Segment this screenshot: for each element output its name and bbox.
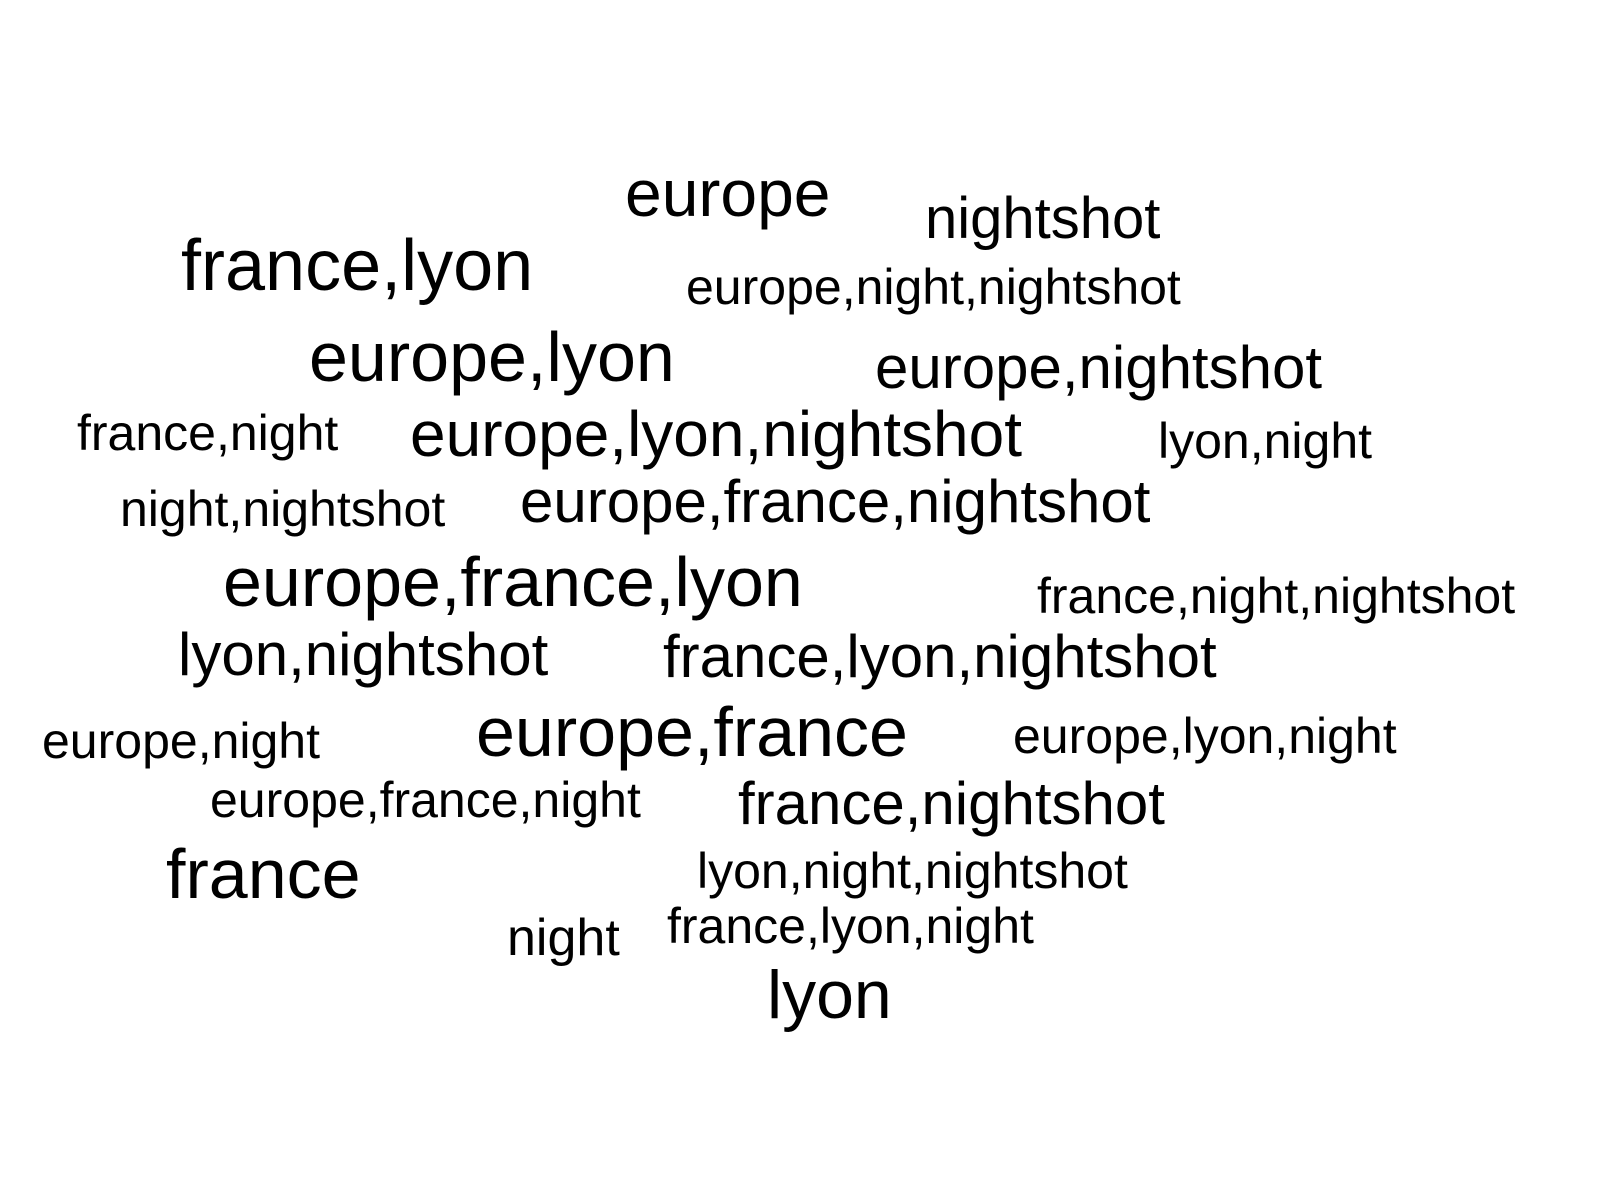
cloud-word: france,lyon,night bbox=[667, 898, 1034, 954]
cloud-word: europe,france,lyon bbox=[223, 543, 803, 621]
cloud-word: lyon,night,nightshot bbox=[697, 843, 1128, 899]
cloud-word: europe bbox=[625, 156, 831, 230]
cloud-word: france,lyon,nightshot bbox=[663, 623, 1217, 690]
cloud-word: europe,lyon,nightshot bbox=[410, 398, 1022, 470]
cloud-word: europe,night,nightshot bbox=[686, 259, 1181, 315]
cloud-word: france,lyon bbox=[181, 226, 534, 306]
cloud-word: europe,france,night bbox=[210, 772, 641, 828]
cloud-word: europe,lyon bbox=[309, 318, 675, 396]
cloud-word: europe,france bbox=[476, 693, 908, 771]
cloud-word: lyon bbox=[767, 957, 892, 1033]
cloud-word: night,nightshot bbox=[120, 481, 446, 537]
cloud-word: europe,night bbox=[42, 713, 321, 769]
cloud-word: nightshot bbox=[925, 186, 1161, 251]
cloud-word: france,night,nightshot bbox=[1037, 568, 1516, 624]
cloud-word: europe,lyon,night bbox=[1013, 708, 1397, 764]
cloud-word: europe,nightshot bbox=[875, 334, 1323, 401]
cloud-word: europe,france,nightshot bbox=[520, 468, 1151, 535]
cloud-word: night bbox=[507, 909, 620, 967]
cloud-word: france,night bbox=[77, 405, 339, 461]
cloud-word: france bbox=[166, 835, 361, 913]
cloud-word: france,nightshot bbox=[738, 770, 1165, 837]
cloud-word: lyon,nightshot bbox=[178, 621, 549, 688]
cloud-word: lyon,night bbox=[1158, 413, 1373, 469]
